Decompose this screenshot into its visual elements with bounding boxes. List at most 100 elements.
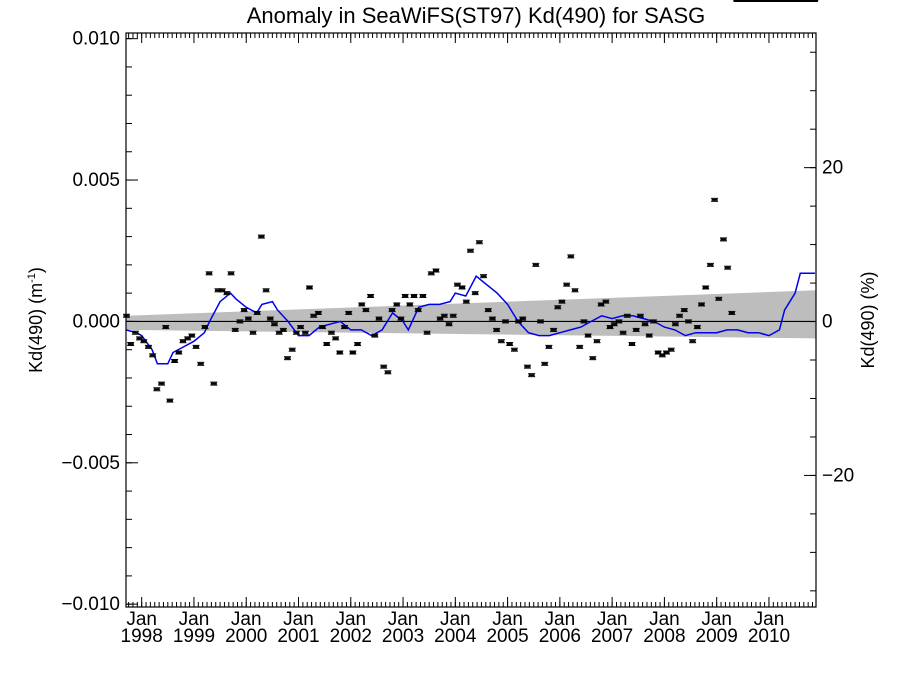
data-point-mark	[127, 343, 134, 346]
data-point-mark	[576, 345, 583, 348]
data-point-mark	[707, 263, 714, 266]
x-tick-label-month: Jan	[545, 609, 576, 630]
data-point-mark	[389, 309, 396, 312]
data-point-mark	[524, 365, 531, 368]
data-point	[772, 0, 780, 2]
data-point-mark	[450, 314, 457, 317]
data-point-mark	[328, 331, 335, 334]
data-point-mark	[454, 283, 461, 286]
data-point-mark	[624, 314, 631, 317]
data-point	[689, 339, 697, 344]
data-point	[440, 313, 448, 318]
data-point-mark	[341, 326, 348, 329]
data-point-mark	[754, 0, 761, 2]
data-point	[466, 248, 474, 253]
data-point-mark	[498, 340, 505, 343]
data-point	[537, 319, 545, 324]
data-point	[153, 387, 161, 392]
data-point-mark	[790, 0, 796, 2]
data-point-mark	[428, 272, 435, 275]
data-point	[462, 299, 470, 304]
data-point	[301, 330, 309, 335]
data-point-mark	[302, 331, 309, 334]
data-point-mark	[681, 309, 688, 312]
x-tick-label-month: Jan	[283, 609, 314, 630]
data-point-mark	[132, 331, 139, 334]
data-point	[811, 0, 819, 2]
data-point-mark	[485, 309, 492, 312]
data-point	[502, 319, 509, 324]
data-point	[288, 347, 296, 352]
data-point-mark	[384, 371, 391, 374]
data-point	[693, 325, 701, 330]
data-point	[205, 271, 213, 276]
data-point	[445, 322, 453, 327]
data-point-mark	[768, 0, 775, 2]
data-point-mark	[149, 354, 156, 357]
x-tick-label-month: Jan	[179, 609, 210, 630]
data-point	[667, 347, 675, 352]
data-point-mark	[589, 357, 596, 360]
x-tick-label-year: 2009	[696, 626, 738, 647]
data-point	[780, 0, 788, 2]
data-point-mark	[519, 317, 526, 320]
data-point-mark	[633, 328, 640, 331]
data-point	[305, 285, 313, 290]
data-point	[519, 316, 527, 321]
data-point-mark	[397, 317, 404, 320]
data-point-mark	[502, 320, 509, 323]
data-point	[314, 310, 322, 315]
data-point-mark	[424, 331, 431, 334]
data-point-mark	[219, 289, 226, 292]
data-point-mark	[319, 326, 326, 329]
data-point-mark	[724, 266, 731, 269]
data-point	[270, 322, 278, 327]
data-point	[619, 330, 627, 335]
data-point-mark	[515, 320, 522, 323]
data-point	[737, 0, 745, 2]
right-y-axis-label: Kd(490) (%)	[858, 271, 878, 368]
data-point	[702, 285, 710, 290]
data-point	[497, 339, 505, 344]
data-point	[510, 347, 518, 352]
data-point	[292, 330, 300, 335]
data-point	[741, 0, 749, 2]
data-point	[641, 322, 649, 327]
data-point	[414, 308, 422, 313]
data-point-mark	[620, 331, 627, 334]
data-point-mark	[258, 235, 265, 238]
data-point-mark	[254, 311, 261, 314]
data-point	[724, 265, 732, 270]
data-point-mark	[315, 311, 322, 314]
data-point	[676, 313, 684, 318]
data-point-mark	[467, 249, 474, 252]
data-point-mark	[781, 0, 788, 2]
x-tick-label-month: Jan	[701, 609, 732, 630]
data-point-mark	[293, 331, 300, 334]
data-point	[576, 344, 584, 349]
data-point-mark	[459, 286, 466, 289]
data-point	[166, 398, 174, 403]
data-point	[793, 0, 801, 2]
x-tick-label-year: 2007	[591, 626, 633, 647]
data-point-mark	[332, 337, 339, 340]
data-point	[201, 325, 209, 330]
x-tick-label-year: 2008	[643, 626, 685, 647]
data-point	[423, 330, 431, 335]
data-point-mark	[580, 320, 587, 323]
data-point-mark	[668, 348, 675, 351]
data-point-mark	[336, 351, 343, 354]
data-point-mark	[193, 345, 200, 348]
data-point	[615, 319, 623, 324]
data-point	[397, 316, 405, 321]
right-y-axis: 20 0 −20	[804, 51, 854, 592]
data-point	[523, 364, 531, 369]
data-point	[623, 313, 631, 318]
data-point-mark	[406, 303, 413, 306]
data-point	[367, 293, 375, 298]
data-point-mark	[528, 374, 535, 377]
data-point	[493, 327, 501, 332]
data-point-mark	[188, 334, 195, 337]
data-point	[336, 350, 344, 355]
